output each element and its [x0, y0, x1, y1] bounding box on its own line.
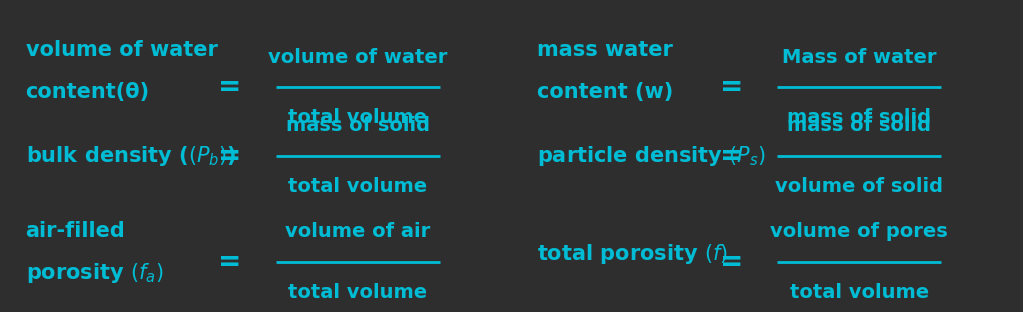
Text: total volume: total volume [288, 177, 428, 196]
Text: total volume: total volume [288, 108, 428, 127]
Text: mass water: mass water [537, 40, 673, 60]
Text: porosity $\mathit{(f}_{a}\mathit{)}$: porosity $\mathit{(f}_{a}\mathit{)}$ [26, 261, 164, 285]
Text: content (w): content (w) [537, 82, 673, 102]
Text: total porosity $\mathit{(f)}$: total porosity $\mathit{(f)}$ [537, 242, 728, 266]
Text: =: = [720, 142, 743, 170]
Text: volume of solid: volume of solid [775, 177, 943, 196]
Text: =: = [720, 73, 743, 101]
Text: =: = [219, 248, 241, 276]
Text: volume of air: volume of air [285, 222, 431, 241]
Text: Mass of water: Mass of water [782, 48, 937, 67]
Text: mass of solid: mass of solid [788, 116, 931, 135]
Text: total volume: total volume [288, 283, 428, 302]
Text: volume of water: volume of water [26, 40, 218, 60]
Text: total volume: total volume [790, 283, 929, 302]
Text: content(θ): content(θ) [26, 82, 149, 102]
Text: volume of pores: volume of pores [770, 222, 948, 241]
Text: =: = [219, 142, 241, 170]
Text: volume of water: volume of water [268, 48, 448, 67]
Text: mass of solid: mass of solid [286, 116, 430, 135]
Text: =: = [720, 248, 743, 276]
Text: air-filled: air-filled [26, 221, 126, 241]
Text: particle density $\mathit{(P}_{s}\mathit{)}$: particle density $\mathit{(P}_{s}\mathit… [537, 144, 766, 168]
Text: =: = [219, 73, 241, 101]
Text: mass of solid: mass of solid [788, 108, 931, 127]
Text: bulk density ($\mathit{(P}_{b}\mathit{)}$): bulk density ($\mathit{(P}_{b}\mathit{)}… [26, 144, 236, 168]
